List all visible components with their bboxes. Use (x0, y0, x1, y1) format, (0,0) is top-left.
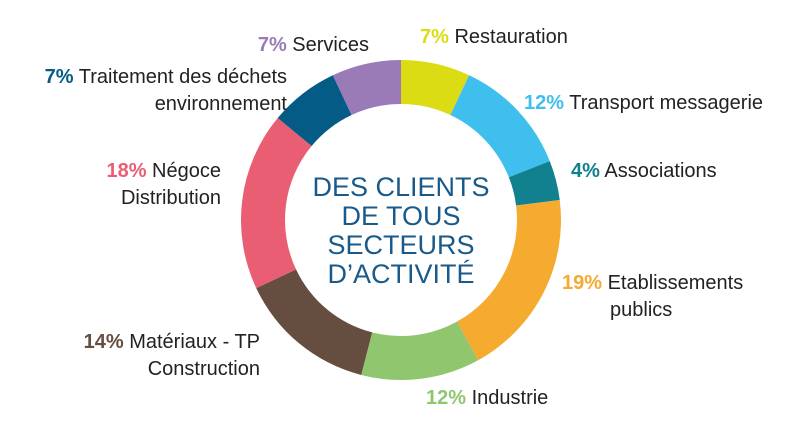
slice-7 (277, 75, 352, 147)
slice-percent-6: 18% (106, 160, 146, 182)
slice-name-line-3-1: publics (610, 299, 672, 321)
center-title-line-1: DE TOUS (341, 201, 460, 231)
slice-percent-1: 12% (524, 92, 564, 114)
slice-label-6: 18% Négoce Distribution (106, 160, 221, 209)
slice-labels: 7% Restauration 12% Transport messagerie 4… (45, 26, 763, 409)
center-title-line-0: DES CLIENTS (312, 172, 489, 202)
slice-label-8: 7% Services (258, 34, 369, 56)
slice-label-1: 12% Transport messagerie (524, 92, 763, 114)
slice-percent-8: 7% (258, 34, 287, 56)
slice-name-6: Négoce (147, 160, 222, 182)
slice-name-1: Transport messagerie (564, 92, 763, 114)
slice-1 (450, 75, 550, 178)
slice-label-5: 14% Matériaux - TP Construction (84, 331, 260, 380)
slice-6 (240, 118, 312, 289)
slice-percent-5: 14% (84, 331, 124, 353)
slice-label-3: 19% Etablissements publics (562, 272, 743, 321)
slice-name-5: Matériaux - TP (124, 331, 260, 353)
slice-3 (456, 199, 561, 361)
slice-percent-4: 12% (426, 387, 466, 409)
slice-percent-7: 7% (45, 66, 74, 88)
slice-name-3: Etablissements (602, 272, 743, 294)
slice-label-0: 7% Restauration (420, 26, 568, 48)
slice-name-2: Associations (600, 160, 717, 182)
center-title: DES CLIENTS DE TOUS SECTEURS D’ACTIVITÉ (312, 172, 489, 289)
slice-name-0: Restauration (449, 26, 568, 48)
slice-4 (361, 321, 479, 380)
slice-percent-0: 7% (420, 26, 449, 48)
slice-name-line-7-1: environnement (155, 93, 288, 115)
center-title-line-2: SECTEURS (327, 230, 474, 260)
center-title-text: DES CLIENTS DE TOUS SECTEURS D’ACTIVITÉ (312, 172, 489, 289)
slice-name-line-5-1: Construction (148, 358, 260, 380)
slice-percent-2: 4% (571, 160, 600, 182)
slice-name-7: Traitement des déchets (74, 66, 287, 88)
slice-label-7: 7% Traitement des déchets environnement (45, 66, 288, 115)
slice-5 (256, 269, 373, 375)
slice-name-4: Industrie (466, 387, 548, 409)
slice-percent-3: 19% (562, 272, 602, 294)
slice-8 (332, 60, 401, 116)
slice-label-4: 12% Industrie (426, 387, 548, 409)
slice-2 (508, 161, 560, 206)
slice-label-2: 4% Associations (571, 160, 717, 182)
slice-0 (401, 60, 470, 116)
center-title-line-3: D’ACTIVITÉ (327, 259, 474, 289)
donut-slices (240, 60, 561, 380)
slice-name-line-6-1: Distribution (121, 187, 221, 209)
slice-name-8: Services (287, 34, 369, 56)
